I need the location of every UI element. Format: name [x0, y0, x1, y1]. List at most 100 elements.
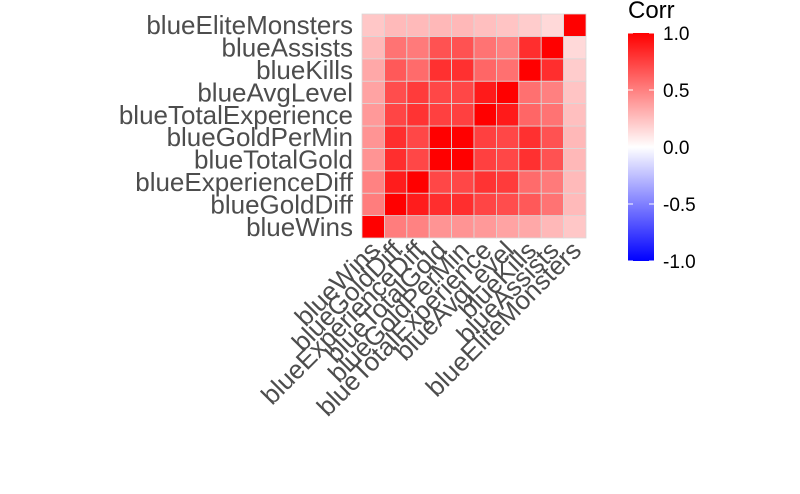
heatmap-cell: [428, 80, 453, 104]
heatmap-cell: [361, 80, 385, 104]
heatmap-cell: [540, 80, 565, 104]
heatmap-cell: [428, 147, 453, 172]
heatmap-cell: [540, 125, 565, 149]
legend: Corr 1.0 0.5 0.0 -0.5 -1.0: [628, 0, 696, 273]
heatmap-cell: [383, 103, 408, 127]
heatmap-cell: [428, 215, 453, 239]
heatmap-cell: [473, 80, 497, 104]
legend-tick-label: -1.0: [663, 252, 696, 273]
heatmap-cell: [451, 58, 475, 82]
heatmap-cell: [563, 125, 587, 149]
heatmap-cell: [518, 170, 542, 194]
legend-tick-label: 0.5: [663, 81, 689, 102]
heatmap-cell: [383, 125, 408, 149]
legend-tick-label: -0.5: [663, 195, 696, 216]
heatmap-cell: [563, 215, 587, 239]
heatmap-cell: [540, 103, 565, 127]
heatmap-cell: [428, 36, 453, 60]
legend-title: Corr: [628, 0, 675, 24]
heatmap-cell: [383, 58, 408, 82]
heatmap-cell: [451, 192, 475, 216]
heatmap-cell: [563, 192, 587, 216]
heatmap-cell: [451, 103, 475, 127]
heatmap-cell: [451, 36, 475, 60]
heatmap-cell: [383, 192, 408, 216]
heatmap-cell: [473, 58, 497, 82]
heatmap-cell: [495, 125, 520, 149]
heatmap-cell: [518, 80, 542, 104]
heatmap-cell: [428, 170, 453, 194]
heatmap-cell: [451, 147, 475, 172]
y-tick-label: blueTotalExperience: [119, 100, 353, 130]
heatmap-cell: [495, 80, 520, 104]
heatmap-cell: [563, 36, 587, 60]
y-tick-label: blueAvgLevel: [197, 77, 353, 107]
heatmap-cell: [383, 13, 408, 37]
heatmap-cells: [361, 13, 587, 239]
heatmap-cell: [361, 215, 385, 239]
heatmap-cell: [518, 36, 542, 60]
heatmap-cell: [540, 192, 565, 216]
heatmap-cell: [428, 13, 453, 37]
y-tick-label: blueEliteMonsters: [146, 10, 353, 40]
heatmap-cell: [495, 103, 520, 127]
heatmap-cell: [540, 215, 565, 239]
heatmap-cell: [563, 80, 587, 104]
y-tick-label: blueTotalGold: [194, 145, 353, 175]
heatmap-cell: [361, 103, 385, 127]
y-tick-label: blueAssists: [222, 33, 354, 63]
heatmap-cell: [428, 192, 453, 216]
heatmap-cell: [563, 103, 587, 127]
heatmap-cell: [361, 58, 385, 82]
heatmap-cell: [518, 13, 542, 37]
heatmap-cell: [518, 192, 542, 216]
heatmap-cell: [361, 147, 385, 172]
heatmap-cell: [540, 13, 565, 37]
heatmap-cell: [540, 58, 565, 82]
heatmap-cell: [473, 192, 497, 216]
heatmap-cell: [540, 36, 565, 60]
heatmap-cell: [428, 103, 453, 127]
heatmap-cell: [383, 36, 408, 60]
heatmap-cell: [495, 36, 520, 60]
heatmap-cell: [406, 147, 430, 172]
heatmap-cell: [518, 58, 542, 82]
heatmap-cell: [473, 215, 497, 239]
heatmap-cell: [406, 215, 430, 239]
x-axis-labels: blueWinsblueGoldDiffblueExperienceDiffbl…: [255, 234, 587, 421]
heatmap-cell: [383, 147, 408, 172]
heatmap-cell: [361, 125, 385, 149]
heatmap-cell: [540, 147, 565, 172]
heatmap-cell: [451, 125, 475, 149]
heatmap-cell: [383, 80, 408, 104]
heatmap-cell: [563, 13, 587, 37]
heatmap-cell: [473, 170, 497, 194]
heatmap-cell: [451, 215, 475, 239]
heatmap-cell: [473, 147, 497, 172]
heatmap-cell: [451, 170, 475, 194]
heatmap-cell: [518, 103, 542, 127]
heatmap-cell: [383, 215, 408, 239]
heatmap-cell: [495, 147, 520, 172]
heatmap-cell: [518, 215, 542, 239]
heatmap-cell: [361, 36, 385, 60]
heatmap-cell: [383, 170, 408, 194]
legend-tick-label: 0.0: [663, 138, 689, 159]
heatmap-cell: [406, 192, 430, 216]
heatmap-cell: [451, 13, 475, 37]
heatmap-cell: [473, 13, 497, 37]
y-tick-label: blueWins: [246, 212, 353, 242]
heatmap-cell: [473, 103, 497, 127]
heatmap-cell: [428, 125, 453, 149]
heatmap-cell: [361, 192, 385, 216]
heatmap-cell: [361, 13, 385, 37]
y-tick-label: blueExperienceDiff: [135, 167, 354, 197]
y-axis-labels: blueWinsblueGoldDiffblueExperienceDiffbl…: [119, 10, 354, 242]
legend-ticks: 1.0 0.5 0.0 -0.5 -1.0: [628, 24, 696, 273]
heatmap-cell: [518, 147, 542, 172]
heatmap-cell: [473, 125, 497, 149]
heatmap-cell: [495, 13, 520, 37]
heatmap-cell: [406, 170, 430, 194]
heatmap-cell: [361, 170, 385, 194]
